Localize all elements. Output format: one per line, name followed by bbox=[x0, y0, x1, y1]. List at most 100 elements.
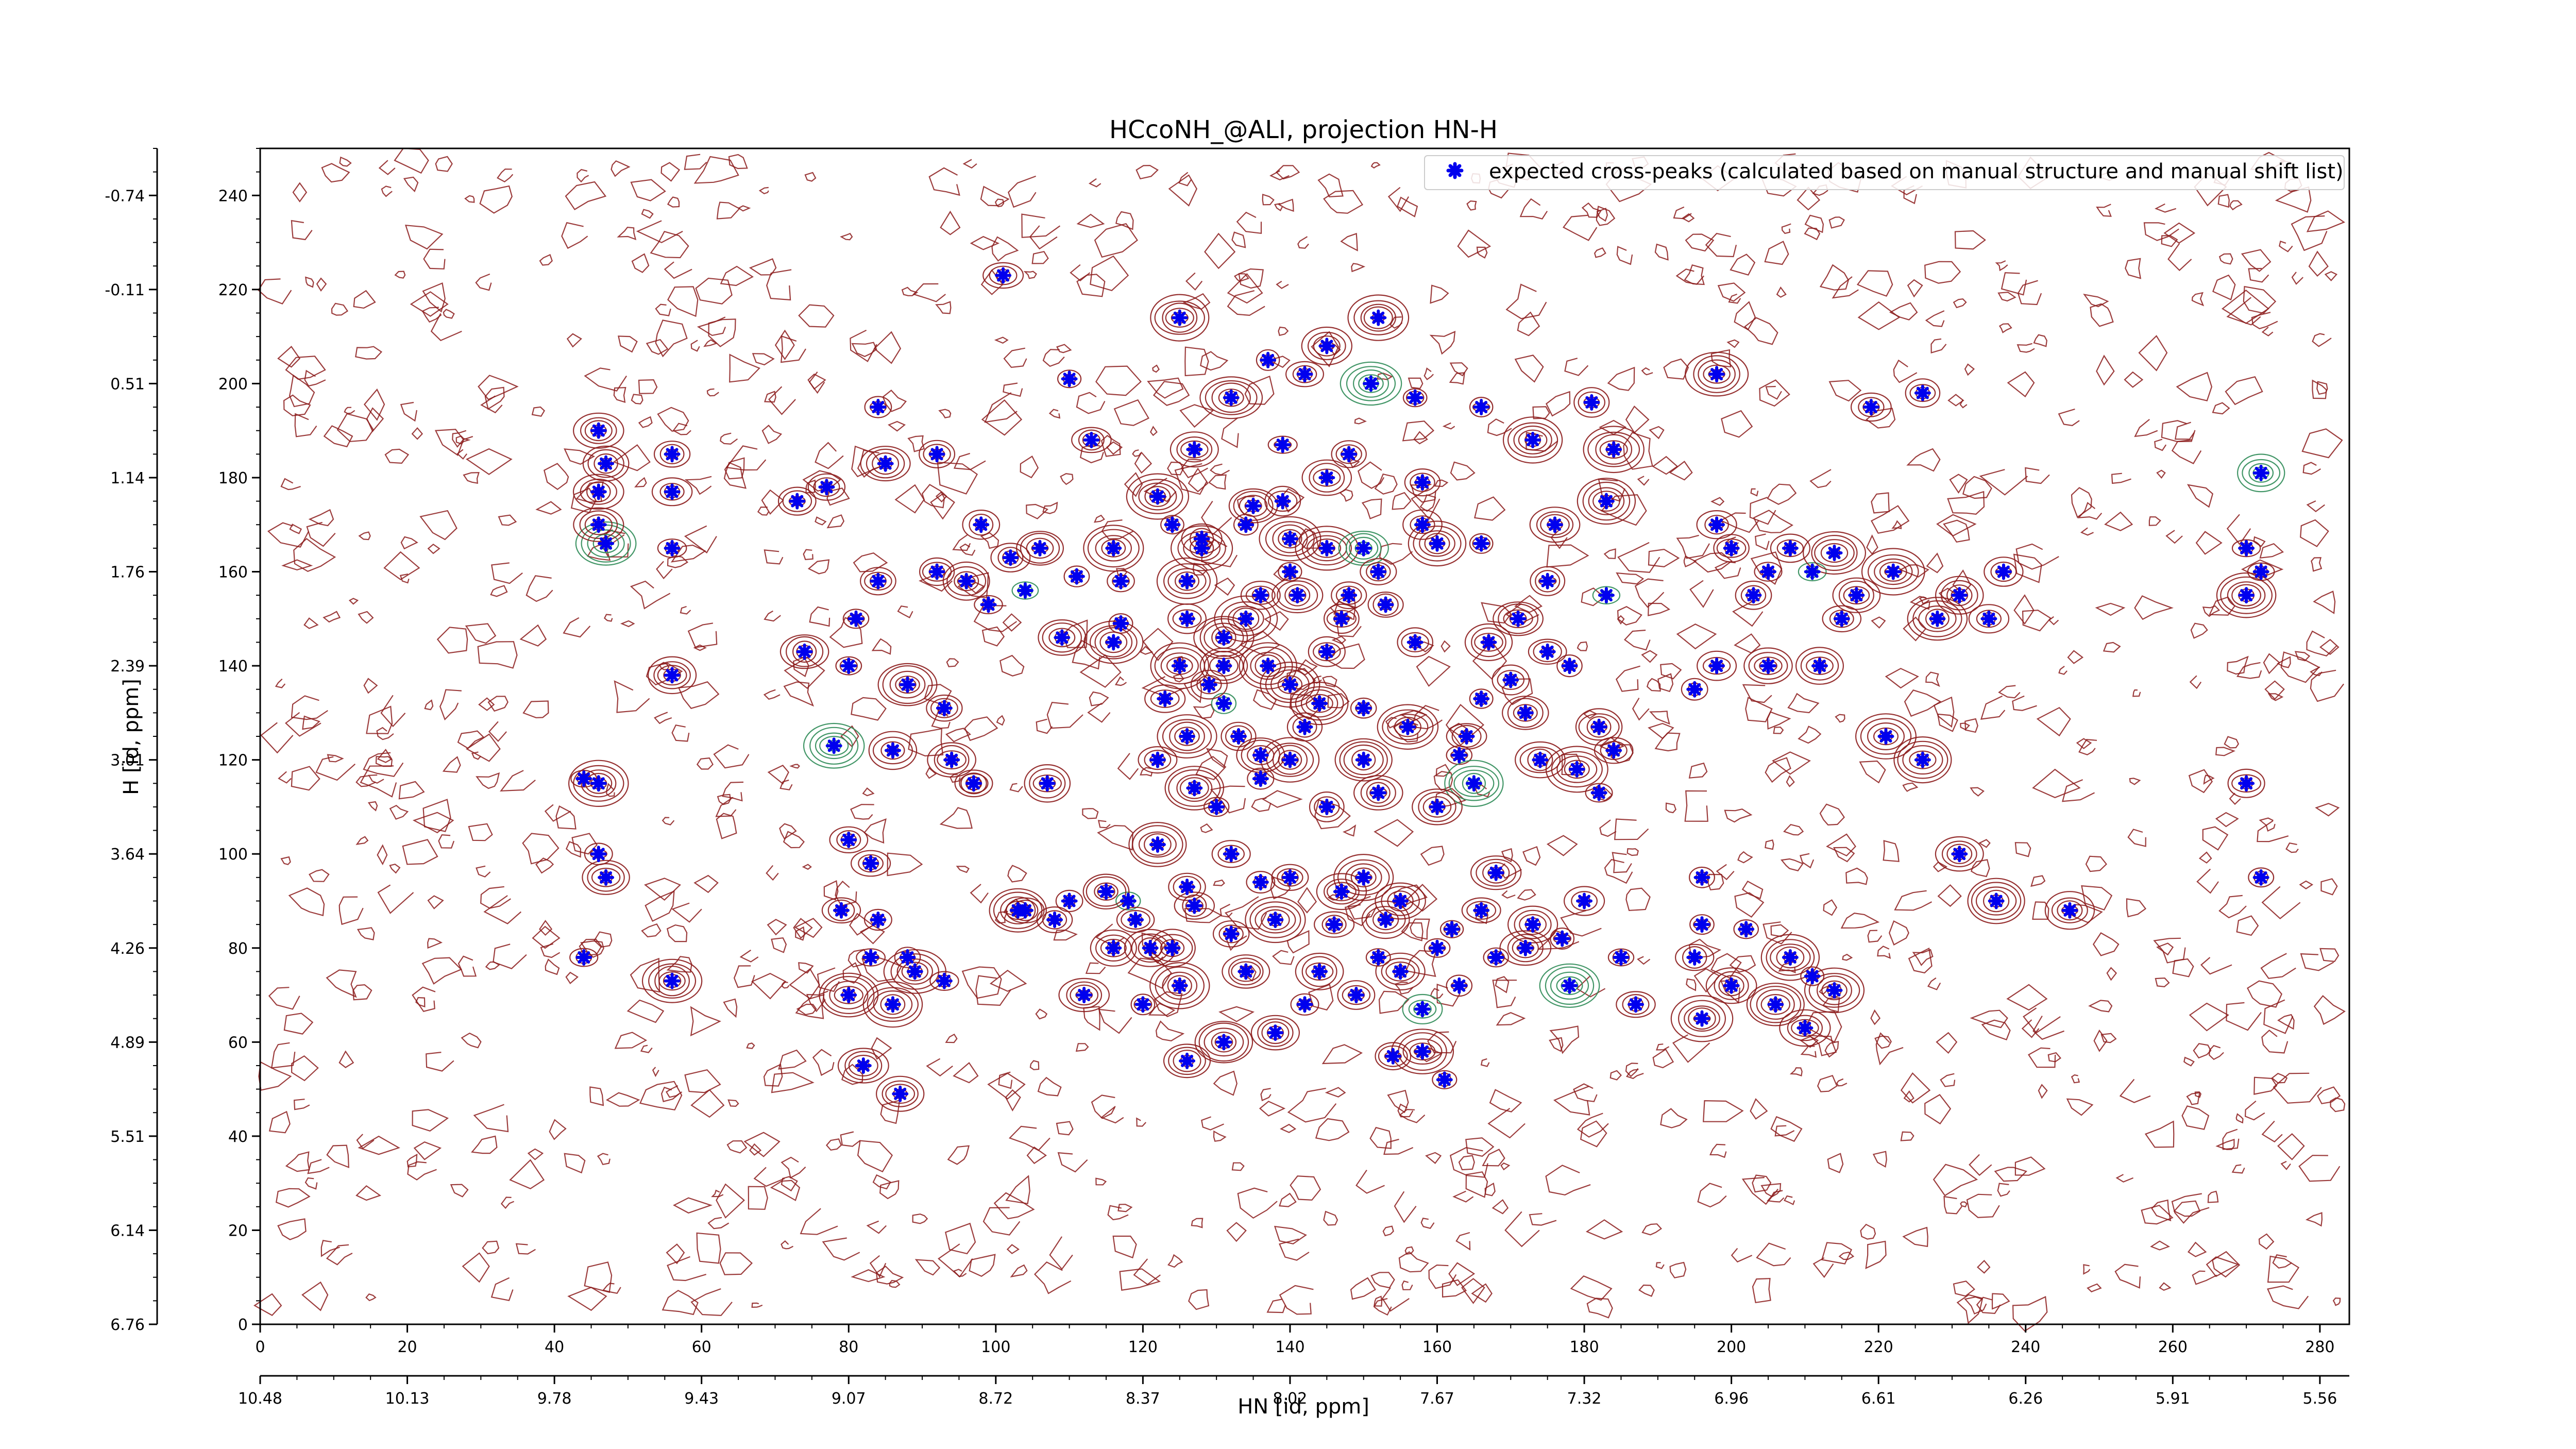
noise-contour bbox=[696, 757, 714, 770]
peak-contour bbox=[860, 446, 911, 482]
peak-contour bbox=[858, 854, 884, 873]
peak-contour bbox=[1271, 577, 1324, 614]
noise-contour bbox=[671, 724, 690, 742]
noise-contour bbox=[693, 156, 739, 184]
noise-contour bbox=[1734, 301, 1756, 331]
noise-contour bbox=[280, 478, 301, 491]
noise-contour bbox=[1703, 1100, 1744, 1122]
noise-contour bbox=[1501, 848, 1513, 863]
noise-contour bbox=[1082, 808, 1099, 819]
noise-contour bbox=[793, 918, 813, 939]
cross-peak-marker bbox=[1252, 770, 1269, 787]
noise-contour bbox=[2071, 1074, 2080, 1084]
cross-peak-marker bbox=[1164, 516, 1181, 533]
cross-peak-marker bbox=[1436, 1071, 1453, 1088]
cross-peak-marker bbox=[1598, 493, 1615, 510]
noise-contour bbox=[1466, 200, 1477, 211]
cross-peak-marker bbox=[1245, 497, 1262, 514]
peak-contour bbox=[1154, 300, 1205, 335]
peak-contour bbox=[1363, 306, 1393, 329]
noise-contour bbox=[2154, 439, 2167, 451]
noise-contour bbox=[1450, 461, 1476, 481]
legend[interactable]: expected cross-peaks (calculated based o… bbox=[1424, 155, 2345, 190]
noise-contour bbox=[779, 823, 797, 840]
noise-contour bbox=[1734, 633, 1761, 654]
noise-contour bbox=[999, 654, 1025, 677]
noise-contour bbox=[1570, 1275, 1613, 1301]
cross-peak-marker bbox=[1179, 728, 1196, 745]
peak-contour bbox=[1968, 604, 2010, 634]
peak-contour bbox=[1255, 906, 1296, 934]
noise-contour bbox=[713, 744, 750, 769]
noise-contour bbox=[1765, 839, 1774, 850]
cross-peak-marker bbox=[899, 949, 916, 966]
cross-peak-marker bbox=[1517, 704, 1534, 721]
peak-contour bbox=[1408, 520, 1467, 567]
peak-contour bbox=[1300, 689, 1338, 718]
peak-contour bbox=[1094, 627, 1133, 658]
noise-contour bbox=[522, 833, 560, 865]
cross-peak-marker bbox=[1723, 977, 1740, 994]
noise-contour bbox=[365, 1293, 377, 1302]
noise-contour bbox=[539, 920, 553, 936]
x-index-tick-label: 220 bbox=[1864, 1338, 1893, 1356]
noise-contour bbox=[1845, 867, 1868, 885]
noise-contour bbox=[2229, 793, 2241, 805]
noise-contour bbox=[2176, 372, 2213, 401]
noise-contour bbox=[1654, 243, 1669, 261]
noise-contour bbox=[851, 1269, 886, 1283]
noise-contour bbox=[2320, 878, 2338, 896]
noise-contour bbox=[355, 346, 383, 360]
noise-contour bbox=[631, 253, 650, 273]
noise-contour bbox=[2319, 948, 2340, 962]
peak-contour bbox=[1446, 974, 1473, 997]
peak-contour bbox=[1423, 938, 1451, 958]
noise-contour bbox=[450, 1184, 469, 1198]
noise-contour bbox=[1167, 461, 1184, 476]
peak-contour bbox=[1366, 562, 1391, 582]
y-index-tick-label: 100 bbox=[218, 846, 248, 864]
cross-peak-marker bbox=[1686, 681, 1703, 698]
noise-contour bbox=[1076, 392, 1106, 414]
peak-contour bbox=[792, 641, 817, 663]
peak-contour bbox=[1172, 609, 1202, 629]
noise-contour bbox=[1832, 276, 1859, 299]
noise-contour bbox=[1505, 283, 1547, 319]
peak-contour bbox=[1090, 929, 1137, 967]
peak-contour bbox=[1321, 915, 1347, 934]
peak-contour bbox=[1984, 557, 2024, 587]
peak-contour bbox=[1502, 696, 1549, 730]
peak-contour bbox=[1331, 440, 1367, 468]
peak-contour bbox=[1935, 576, 1984, 615]
noise-contour bbox=[1452, 1190, 1474, 1203]
noise-contour bbox=[1398, 1251, 1429, 1273]
noise-contour bbox=[2263, 999, 2294, 1034]
noise-contour bbox=[400, 401, 417, 422]
noise-contour bbox=[491, 562, 523, 584]
cross-peak-marker bbox=[1281, 563, 1298, 580]
noise-contour bbox=[1594, 247, 1606, 258]
noise-contour bbox=[880, 1099, 901, 1124]
noise-contour bbox=[812, 1049, 835, 1076]
peak-contour bbox=[1086, 876, 1127, 907]
noise-contour bbox=[695, 277, 733, 305]
legend-marker-icon bbox=[1446, 162, 1464, 179]
peak-contour bbox=[591, 868, 621, 887]
noise-contour bbox=[1889, 920, 1909, 946]
noise-contour bbox=[439, 689, 462, 721]
cross-peak-marker bbox=[1877, 728, 1894, 745]
peak-contour bbox=[1791, 1019, 1819, 1037]
cross-peak-marker bbox=[928, 563, 945, 580]
peak-contour bbox=[1307, 331, 1346, 360]
noise-contour bbox=[535, 857, 554, 874]
noise-contour bbox=[2243, 285, 2277, 314]
noise-contour bbox=[2165, 530, 2183, 544]
noise-contour bbox=[716, 1183, 745, 1219]
noise-contour bbox=[1742, 684, 1772, 703]
noise-contour bbox=[1949, 474, 1968, 494]
cross-peak-marker bbox=[1377, 596, 1394, 613]
peak-contour bbox=[654, 966, 690, 997]
noise-contour bbox=[490, 585, 508, 597]
peak-contour bbox=[1182, 894, 1207, 917]
peak-contour bbox=[1138, 831, 1177, 858]
